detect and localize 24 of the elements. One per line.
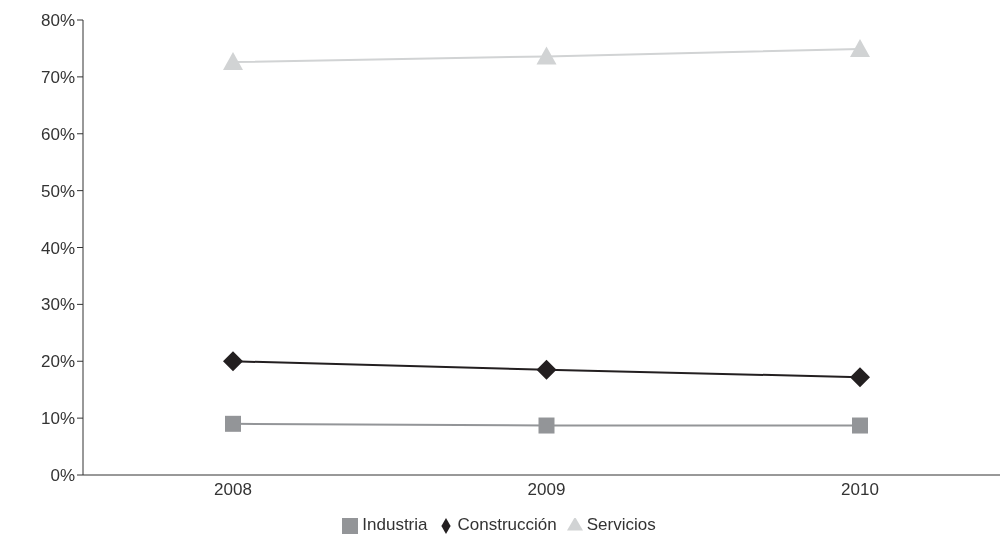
point — [850, 39, 870, 58]
point — [536, 359, 557, 380]
y-tick-label: 0% — [50, 466, 75, 486]
point — [223, 351, 243, 372]
point — [852, 417, 868, 434]
x-tick-label: 2008 — [214, 480, 252, 500]
y-tick-label: 40% — [40, 238, 75, 258]
legend-label: Servicios — [586, 515, 656, 534]
point — [225, 415, 241, 432]
point — [538, 417, 555, 434]
y-tick-label: 70% — [40, 67, 75, 87]
legend-label: Industria — [362, 515, 428, 534]
legend-label: Construcción — [457, 515, 557, 534]
x-tick-label: 2010 — [841, 480, 879, 500]
x-tick-label: 2009 — [527, 480, 566, 500]
y-tick-label: 80% — [40, 11, 75, 31]
point — [536, 46, 557, 65]
y-tick-label: 20% — [40, 352, 75, 372]
y-tick-label: 60% — [40, 124, 75, 144]
point — [850, 367, 870, 388]
y-tick-label: 30% — [40, 295, 75, 315]
y-tick-label: 10% — [40, 409, 75, 429]
y-tick-label: 50% — [40, 181, 75, 201]
point — [223, 52, 243, 71]
